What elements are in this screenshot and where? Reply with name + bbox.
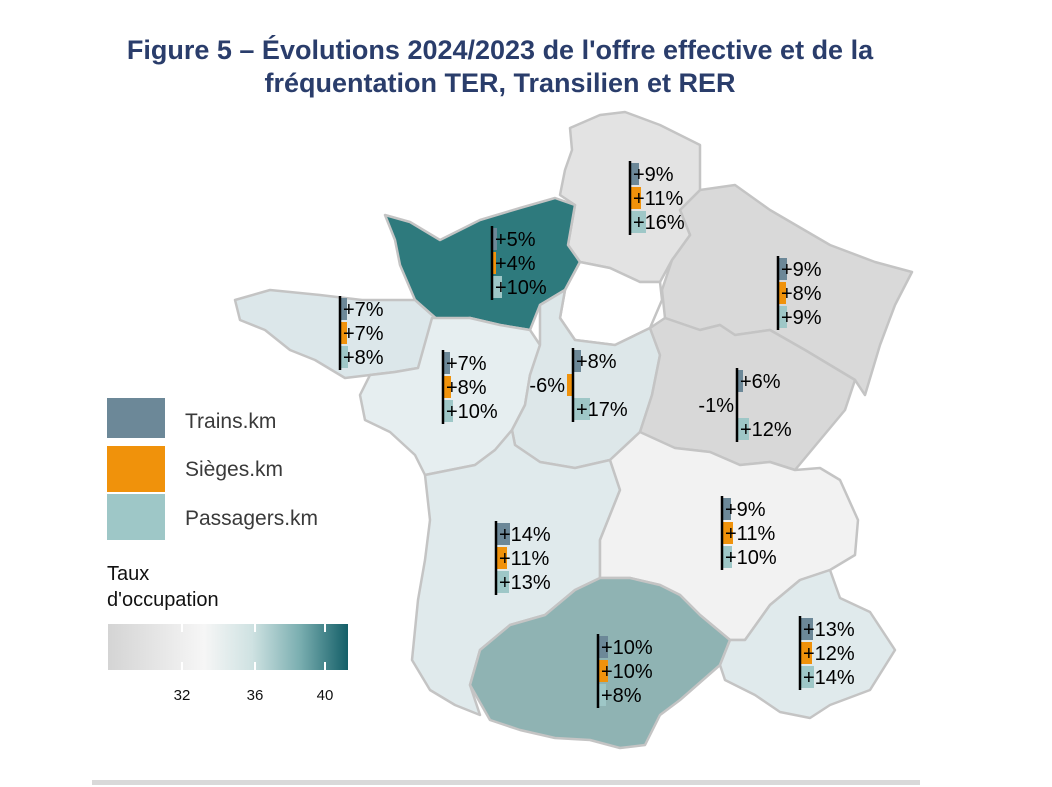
bar-passagers-normandie (492, 276, 502, 298)
bar-trains-bretagne (340, 298, 347, 320)
glyph-auvergne-rhone-alpes: +9%+11%+10% (720, 496, 777, 570)
bar-trains-normandie (492, 228, 497, 250)
legend-swatch-sieges (107, 446, 165, 492)
legend-label-passagers: Passagers.km (185, 507, 318, 530)
value-sieges-paca: +12% (803, 643, 855, 665)
glyph-pays-de-la-loire: +7%+8%+10% (441, 350, 498, 424)
value-trains-hauts-de-france: +9% (633, 164, 674, 186)
value-passagers-nouvelle-aquitaine: +13% (499, 572, 551, 594)
glyph-nouvelle-aquitaine: +14%+11%+13% (494, 521, 551, 595)
bar-passagers-nouvelle-aquitaine (496, 571, 509, 593)
bar-trains-bourgogne-franche-comte (737, 370, 743, 392)
value-sieges-auvergne-rhone-alpes: +11% (725, 523, 775, 545)
value-passagers-grand-est: +9% (781, 307, 822, 329)
value-passagers-bretagne: +8% (343, 347, 384, 369)
bar-sieges-pays-de-la-loire (443, 376, 451, 398)
legend-swatch-trains (107, 398, 165, 438)
bottom-divider (92, 780, 920, 785)
bar-sieges-centre-val-de-loire (567, 374, 573, 396)
bar-passagers-grand-est (778, 306, 787, 328)
value-sieges-pays-de-la-loire: +8% (446, 377, 487, 399)
bar-passagers-bourgogne-franche-comte (737, 418, 749, 440)
bar-passagers-bretagne (340, 346, 348, 368)
legend: Trains.km Sièges.km Passagers.km Taux d'… (107, 398, 348, 704)
bar-sieges-auvergne-rhone-alpes (722, 522, 733, 544)
regional-bar-glyphs: +9%+11%+16%+5%+4%+10%+9%+8%+9%+7%+7%+8% +… (338, 161, 855, 708)
bar-trains-hauts-de-france (630, 163, 639, 185)
bar-trains-nouvelle-aquitaine (496, 523, 510, 545)
glyph-normandie: +5%+4%+10% (490, 226, 547, 300)
value-trains-bretagne: +7% (343, 299, 384, 321)
value-sieges-bretagne: +7% (343, 323, 384, 345)
occupation-color-scale (108, 624, 348, 670)
glyph-hauts-de-france: +9%+11%+16% (628, 161, 685, 235)
legend-label-sieges: Sièges.km (185, 458, 283, 481)
bar-trains-grand-est (778, 258, 787, 280)
value-trains-nouvelle-aquitaine: +14% (499, 524, 551, 546)
bar-sieges-bretagne (340, 322, 347, 344)
value-trains-centre-val-de-loire: +8% (576, 351, 617, 373)
scale-tick-label-36: 36 (247, 687, 264, 704)
glyph-occitanie: +10%+10%+8% (596, 634, 653, 708)
bar-trains-occitanie (598, 636, 608, 658)
value-passagers-centre-val-de-loire: +17% (576, 399, 628, 421)
legend-label-trains: Trains.km (185, 410, 276, 433)
bar-sieges-occitanie (598, 660, 608, 682)
value-passagers-occitanie: +8% (601, 685, 642, 707)
value-trains-bourgogne-franche-comte: +6% (740, 371, 781, 393)
glyph-grand-est: +9%+8%+9% (776, 256, 822, 330)
bar-passagers-auvergne-rhone-alpes (722, 546, 732, 568)
bar-passagers-pays-de-la-loire (443, 400, 453, 422)
value-trains-normandie: +5% (495, 229, 536, 251)
value-trains-grand-est: +9% (781, 259, 822, 281)
value-passagers-bourgogne-franche-comte: +12% (740, 419, 792, 441)
region-bretagne[interactable] (233, 288, 442, 380)
bar-sieges-grand-est (778, 282, 786, 304)
glyph-bourgogne-franche-comte: +6% -1% +12% (698, 368, 792, 442)
value-sieges-hauts-de-france: +11% (633, 188, 683, 210)
value-passagers-auvergne-rhone-alpes: +10% (725, 547, 777, 569)
bar-sieges-paca (800, 642, 812, 664)
value-trains-auvergne-rhone-alpes: +9% (725, 499, 766, 521)
bar-sieges-nouvelle-aquitaine (496, 547, 507, 569)
value-passagers-pays-de-la-loire: +10% (446, 401, 498, 423)
figure-title: Figure 5 – Évolutions 2024/2023 de l'off… (126, 35, 874, 98)
value-passagers-hauts-de-france: +16% (633, 212, 685, 234)
value-sieges-occitanie: +10% (601, 661, 653, 683)
glyph-paca: +13%+12%+14% (798, 616, 855, 690)
value-passagers-normandie: +10% (495, 277, 547, 299)
scale-tick-label-32: 32 (174, 687, 191, 704)
regions-layer (233, 110, 914, 750)
bar-trains-paca (800, 618, 813, 640)
bar-trains-auvergne-rhone-alpes (722, 498, 731, 520)
bar-passagers-paca (800, 666, 814, 688)
glyph-centre-val-de-loire: +8% -6% +17% (529, 348, 628, 422)
scale-title-line2: d'occupation (107, 589, 219, 611)
value-sieges-nouvelle-aquitaine: +11% (499, 548, 549, 570)
value-sieges-centre-val-de-loire: -6% (529, 375, 565, 397)
value-trains-paca: +13% (803, 619, 855, 641)
scale-tick-label-40: 40 (317, 687, 334, 704)
value-sieges-bourgogne-franche-comte: -1% (698, 395, 734, 417)
value-passagers-paca: +14% (803, 667, 855, 689)
legend-swatch-passagers (107, 494, 165, 540)
bar-passagers-hauts-de-france (630, 211, 646, 233)
bar-passagers-occitanie (598, 684, 606, 706)
bar-trains-centre-val-de-loire (573, 350, 581, 372)
value-trains-occitanie: +10% (601, 637, 653, 659)
bar-passagers-centre-val-de-loire (573, 398, 590, 420)
value-sieges-grand-est: +8% (781, 283, 822, 305)
bar-trains-pays-de-la-loire (443, 352, 450, 374)
bar-sieges-normandie (492, 252, 496, 274)
value-sieges-normandie: +4% (495, 253, 536, 275)
bar-sieges-hauts-de-france (630, 187, 641, 209)
value-trains-pays-de-la-loire: +7% (446, 353, 487, 375)
glyph-bretagne: +7%+7%+8% (338, 296, 384, 370)
scale-title-line1: Taux (107, 563, 149, 585)
